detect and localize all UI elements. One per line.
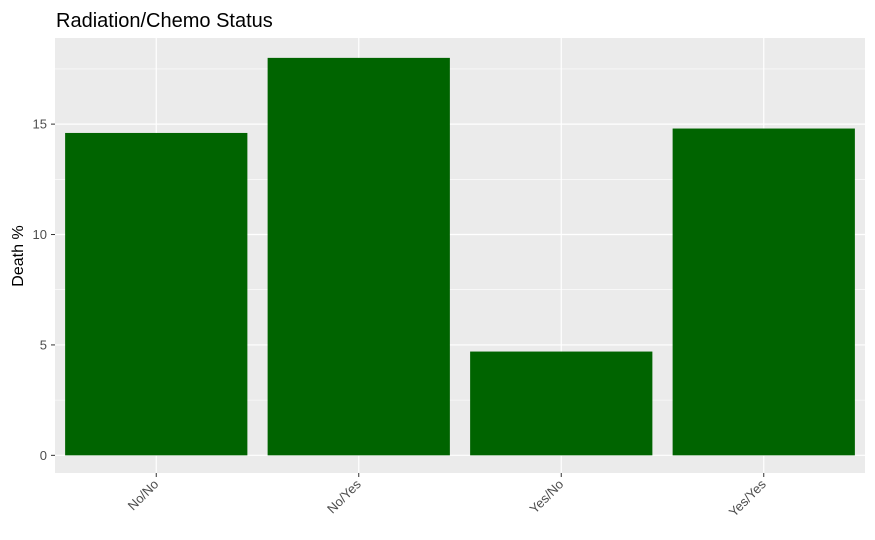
x-tick-label: Yes/No (526, 477, 566, 517)
y-tick-label: 15 (33, 117, 47, 132)
bar-yes-no (470, 351, 653, 456)
bar-yes-yes (672, 128, 855, 456)
bar-no-yes (267, 57, 450, 456)
y-axis: 0 5 10 15 (33, 117, 55, 463)
y-tick-label: 5 (40, 337, 47, 352)
x-tick-label: No/No (125, 477, 162, 514)
y-tick-label: 10 (33, 227, 47, 242)
x-tick-label: No/Yes (324, 476, 364, 516)
bars (65, 57, 855, 456)
bar-no-no (65, 132, 248, 456)
chart-title: Radiation/Chemo Status (56, 10, 273, 32)
y-axis-label: Death % (10, 225, 27, 286)
y-tick-label: 0 (40, 448, 47, 463)
x-axis: No/No No/Yes Yes/No Yes/Yes (125, 473, 770, 520)
x-tick-label: Yes/Yes (726, 476, 770, 520)
